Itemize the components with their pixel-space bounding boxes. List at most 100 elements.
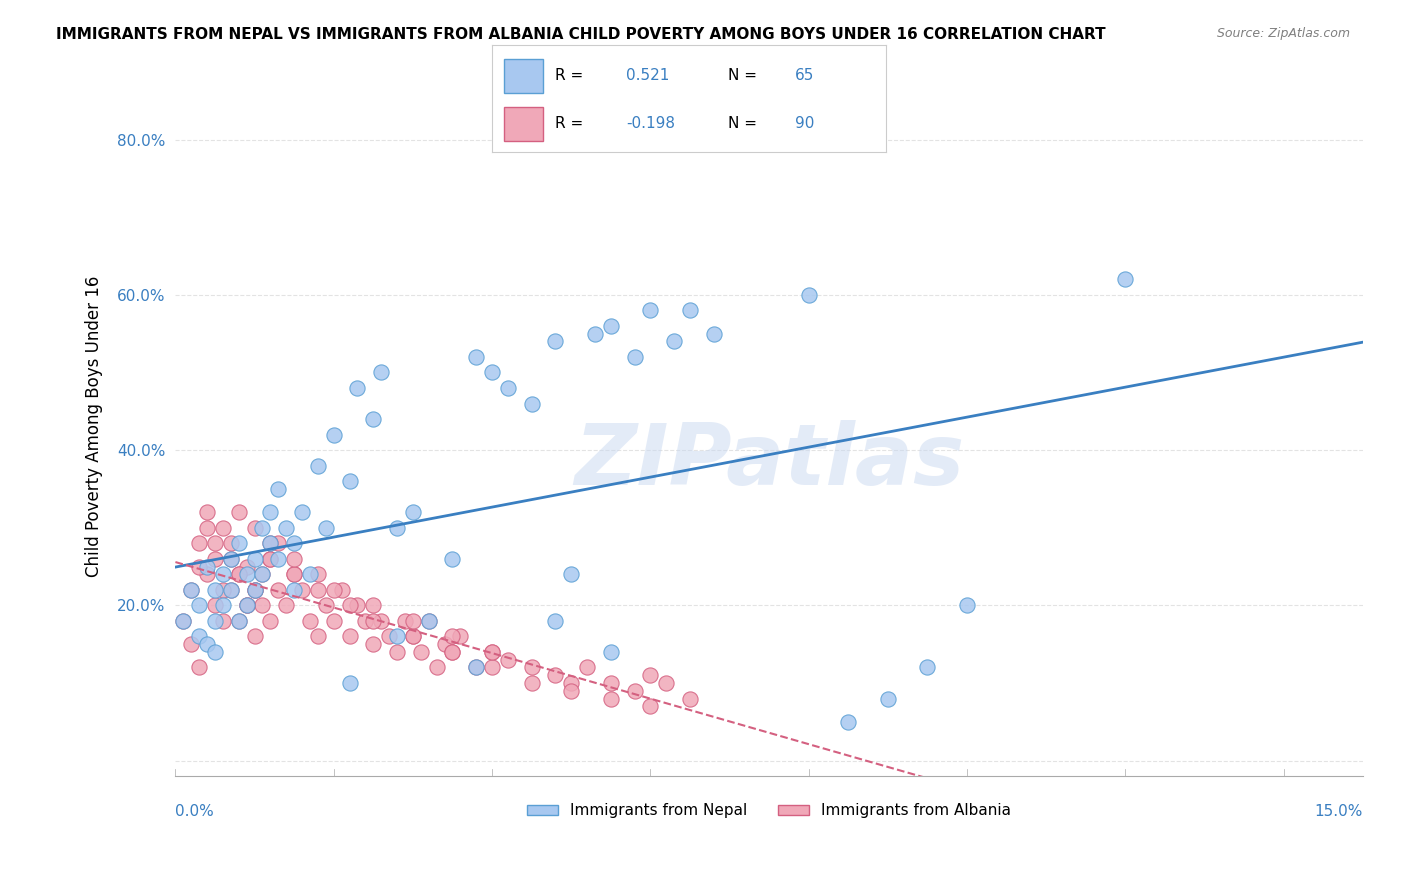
Point [180,637,202,651]
Text: 65: 65 [796,68,814,83]
Point [283,567,305,582]
Point [298,567,321,582]
Point [560,567,582,582]
Point [378,629,401,643]
Point [228,614,250,628]
Text: N =: N = [728,68,762,83]
Point [212,521,235,535]
Point [465,660,488,674]
Point [259,551,281,566]
Point [599,645,621,659]
Point [917,660,939,674]
Point [283,536,305,550]
Point [441,645,464,659]
Point [315,599,337,613]
FancyBboxPatch shape [503,107,543,141]
Point [465,350,488,364]
Point [291,505,314,519]
Point [243,582,266,597]
Point [797,288,820,302]
Point [252,521,274,535]
Text: 0.0%: 0.0% [176,804,214,819]
Point [212,567,235,582]
Point [235,599,257,613]
Point [252,599,274,613]
Point [219,551,242,566]
Point [259,536,281,550]
Point [259,614,281,628]
Point [363,637,385,651]
Point [370,614,392,628]
Point [276,599,298,613]
Point [465,660,488,674]
Point [235,567,257,582]
Point [252,567,274,582]
Point [662,334,685,349]
Point [235,599,257,613]
Point [195,637,218,651]
Point [228,614,250,628]
Point [267,551,290,566]
Point [877,691,900,706]
Point [441,629,464,643]
Text: 15.0%: 15.0% [1315,804,1362,819]
Point [385,521,408,535]
Legend: Immigrants from Nepal, Immigrants from Albania: Immigrants from Nepal, Immigrants from A… [522,797,1017,824]
Point [441,551,464,566]
Point [204,582,226,597]
Point [195,567,218,582]
Point [212,614,235,628]
Text: R =: R = [555,116,588,131]
Point [204,614,226,628]
Point [599,691,621,706]
Point [283,551,305,566]
Point [520,396,543,410]
Point [243,551,266,566]
Point [172,614,194,628]
Point [640,668,662,682]
Point [195,521,218,535]
Point [426,660,449,674]
Point [402,614,425,628]
Text: -0.198: -0.198 [626,116,675,131]
Point [204,599,226,613]
Point [385,645,408,659]
Point [307,458,329,473]
Point [402,505,425,519]
Point [402,629,425,643]
Point [1114,272,1136,286]
Point [228,567,250,582]
Point [195,505,218,519]
Point [655,676,678,690]
Point [259,536,281,550]
Point [576,660,599,674]
Point [204,536,226,550]
Point [219,582,242,597]
Point [252,567,274,582]
Text: 90: 90 [796,116,814,131]
Point [520,676,543,690]
Point [307,567,329,582]
Point [496,381,519,395]
Point [544,668,567,682]
Point [243,582,266,597]
Point [283,582,305,597]
Point [298,614,321,628]
Text: Source: ZipAtlas.com: Source: ZipAtlas.com [1216,27,1350,40]
Point [339,474,361,488]
Point [219,582,242,597]
Point [370,366,392,380]
Point [394,614,416,628]
Point [188,660,211,674]
Text: ZIPatlas: ZIPatlas [574,420,965,503]
Point [180,582,202,597]
Point [212,599,235,613]
Point [560,676,582,690]
Point [354,614,377,628]
Point [188,599,211,613]
Point [599,676,621,690]
Point [481,366,503,380]
Point [204,645,226,659]
Point [623,683,645,698]
Point [433,637,456,651]
